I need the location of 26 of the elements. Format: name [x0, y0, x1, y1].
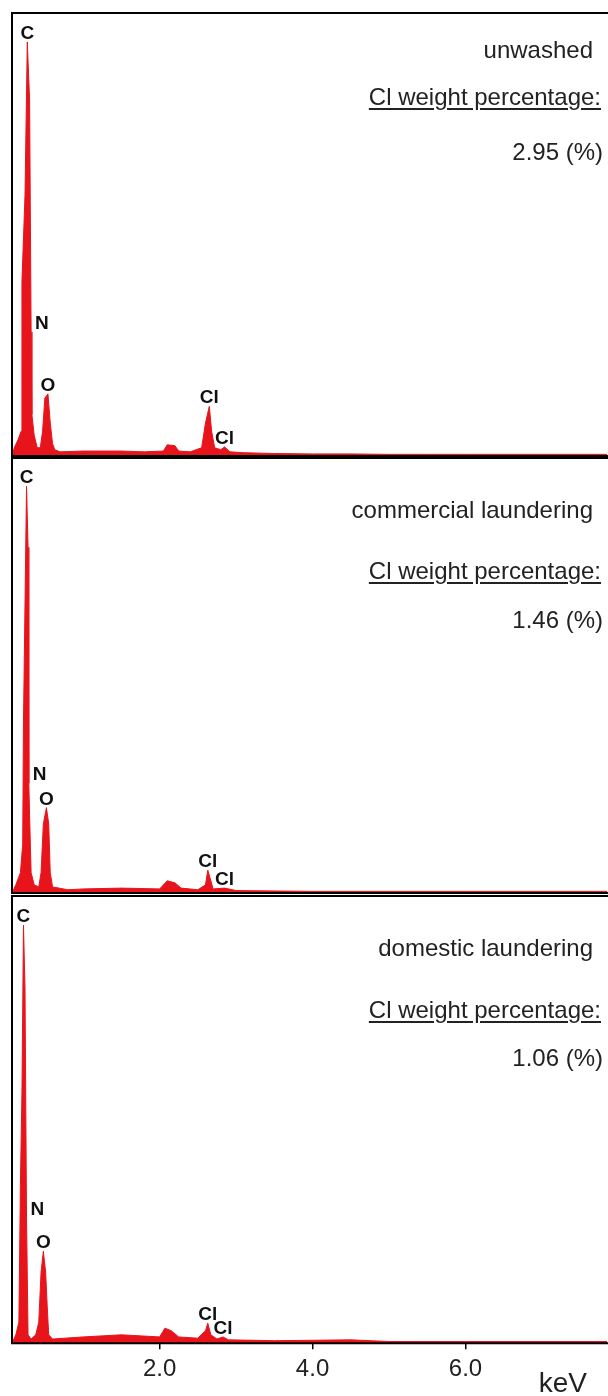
annotation: Cl — [199, 386, 219, 408]
text: Cl weight percentage: — [368, 996, 601, 1024]
chart-title: commercial laundering — [351, 496, 593, 523]
annotation: C — [16, 905, 31, 927]
text: Cl weight percentage: — [368, 83, 601, 111]
annotation: N — [30, 1197, 45, 1219]
x-tick-label: 6.0 — [448, 1354, 483, 1382]
annotation: 1.06 (%) — [512, 1044, 603, 1071]
annotation: O — [39, 787, 54, 809]
chart-title: unwashed — [483, 36, 593, 63]
annotation: C — [19, 466, 34, 488]
x-tick-label: 2.0 — [142, 1354, 177, 1382]
annotation: Cl — [198, 850, 218, 872]
annotation: Cl — [215, 868, 235, 890]
annotation: C — [20, 21, 35, 43]
annotation: O — [40, 373, 56, 395]
annotation: N — [35, 311, 49, 333]
x-axis-title: keV — [538, 1367, 588, 1396]
x-tick-label: 4.0 — [295, 1354, 330, 1382]
chart-title: domestic laundering — [378, 934, 593, 961]
text: Cl weight percentage: — [368, 557, 601, 585]
annotation: Cl — [215, 426, 235, 448]
annotation: O — [35, 1231, 51, 1253]
annotation: 2.95 (%) — [512, 138, 603, 165]
annotation: N — [32, 763, 47, 785]
annotation: 1.46 (%) — [512, 606, 603, 633]
